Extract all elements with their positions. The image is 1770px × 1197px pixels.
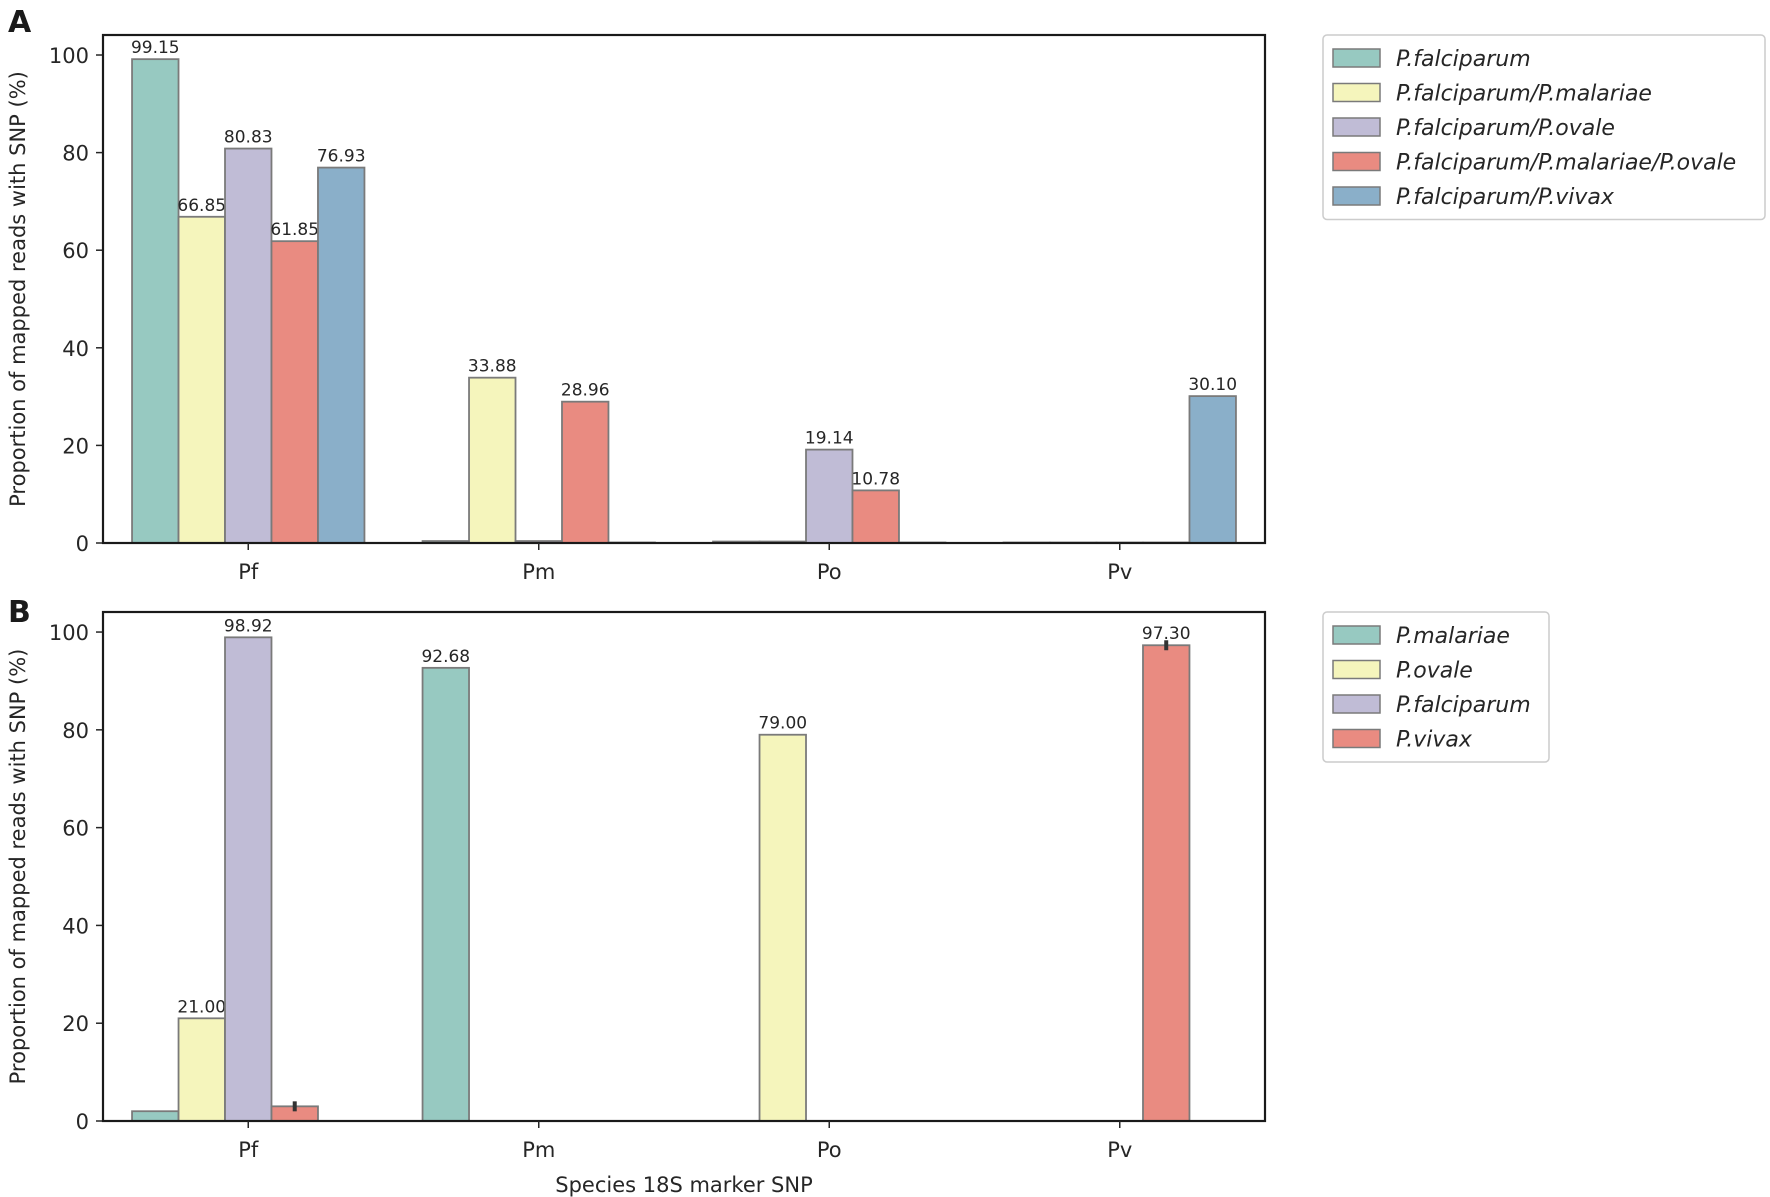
bar (1142, 644, 1191, 1122)
y-tick-label: 80 (62, 142, 89, 166)
bar (317, 166, 366, 544)
bar-value-label: 80.83 (224, 128, 273, 148)
x-tick-label: Pm (522, 1138, 555, 1162)
y-tick-label: 0 (76, 1110, 89, 1134)
legend-swatch (1332, 151, 1381, 172)
legend-label: P.falciparum/P.ovale (1396, 116, 1615, 141)
x-axis-title: Species 18S marker SNP (555, 1173, 813, 1197)
x-tick-label: Pv (1107, 1138, 1132, 1162)
bar (224, 147, 273, 544)
y-tick-label: 0 (76, 532, 89, 556)
x-tick-label: Po (817, 560, 842, 584)
y-tick-label: 80 (62, 719, 89, 743)
legend-label: P.falciparum (1396, 693, 1531, 718)
bar (1188, 395, 1237, 544)
y-tick-label: 40 (62, 914, 89, 938)
legend-swatch (1332, 625, 1381, 645)
legend-label: P.malariae (1396, 624, 1510, 649)
bar (421, 666, 470, 1122)
bar-value-label: 98.92 (224, 616, 273, 636)
y-tick-label: 20 (62, 434, 89, 458)
bar (177, 1017, 226, 1122)
y-tick-label: 60 (62, 239, 89, 263)
x-tick-label: Po (817, 1138, 842, 1162)
plot-frame (101, 33, 1267, 545)
y-tick-label: 100 (49, 44, 89, 68)
plot-frame (101, 610, 1267, 1123)
bar-value-label: 19.14 (805, 429, 854, 449)
legend-label: P.falciparum/P.malariae (1396, 82, 1652, 107)
bar-value-label: 10.78 (851, 469, 900, 489)
bar (131, 1110, 180, 1122)
bar-value-label: 61.85 (270, 220, 319, 240)
y-tick-label: 40 (62, 337, 89, 361)
legend-swatch (1332, 48, 1381, 68)
y-tick-label: 100 (49, 621, 89, 645)
legend-label: P.vivax (1396, 728, 1473, 753)
legend: P.falciparum P.falciparum/P.malariae P.fal… (1322, 34, 1766, 221)
bar (758, 733, 807, 1122)
legend-swatch (1332, 82, 1381, 103)
bar-value-label: 92.68 (421, 647, 470, 667)
x-tick-label: Pm (522, 560, 555, 584)
bar (805, 448, 854, 544)
y-axis-title: Proportion of mapped reads with SNP (%) (6, 649, 30, 1085)
legend-label: P.falciparum/P.vivax (1396, 185, 1615, 210)
bar (561, 400, 610, 544)
bar (468, 376, 517, 544)
bar (270, 240, 319, 544)
legend-frame (1322, 34, 1766, 221)
bar-value-label: 30.10 (1188, 375, 1237, 395)
legend-label: P.falciparum (1396, 47, 1531, 72)
bar (131, 58, 180, 544)
bar (851, 489, 900, 544)
x-tick-label: Pf (238, 560, 259, 584)
legend-swatch (1332, 659, 1381, 680)
legend-label: P.falciparum/P.malariae/P.ovale (1396, 151, 1736, 176)
legend-swatch (1332, 186, 1381, 206)
bar-value-label: 21.00 (177, 997, 226, 1017)
legend-swatch (1332, 117, 1381, 137)
bar-value-label: 66.85 (177, 196, 226, 216)
x-tick-label: Pv (1107, 560, 1132, 584)
y-tick-label: 20 (62, 1012, 89, 1036)
y-tick-label: 60 (62, 817, 89, 841)
bar-value-label: 33.88 (468, 357, 517, 377)
bar (224, 636, 273, 1122)
bar (177, 215, 226, 544)
y-axis-title: Proportion of mapped reads with SNP (%) (6, 71, 30, 507)
panel-letter: B (8, 595, 31, 630)
bar-value-label: 97.30 (1142, 624, 1191, 644)
panel-b: B 0 20 40 60 80 100 92.68 21.00 79.00 98.92 97.30 Pf… (6, 595, 1550, 1197)
x-tick-label: Pf (238, 1138, 259, 1162)
panel-letter: A (8, 5, 32, 40)
legend-frame (1322, 611, 1550, 763)
legend-swatch (1332, 728, 1381, 749)
panel-a: A 0 20 40 60 80 100 99.15 66.85 33.88 80.83 19.14 61… (6, 5, 1766, 584)
bar-value-label: 76.93 (317, 147, 366, 167)
legend-swatch (1332, 694, 1381, 714)
legend-label: P.ovale (1396, 659, 1473, 684)
legend: P.malariae P.ovale P.falciparum P.vivax (1322, 611, 1550, 763)
bar-value-label: 79.00 (758, 714, 807, 734)
bar-value-label: 28.96 (561, 381, 610, 401)
bar-value-label: 99.15 (131, 38, 180, 58)
